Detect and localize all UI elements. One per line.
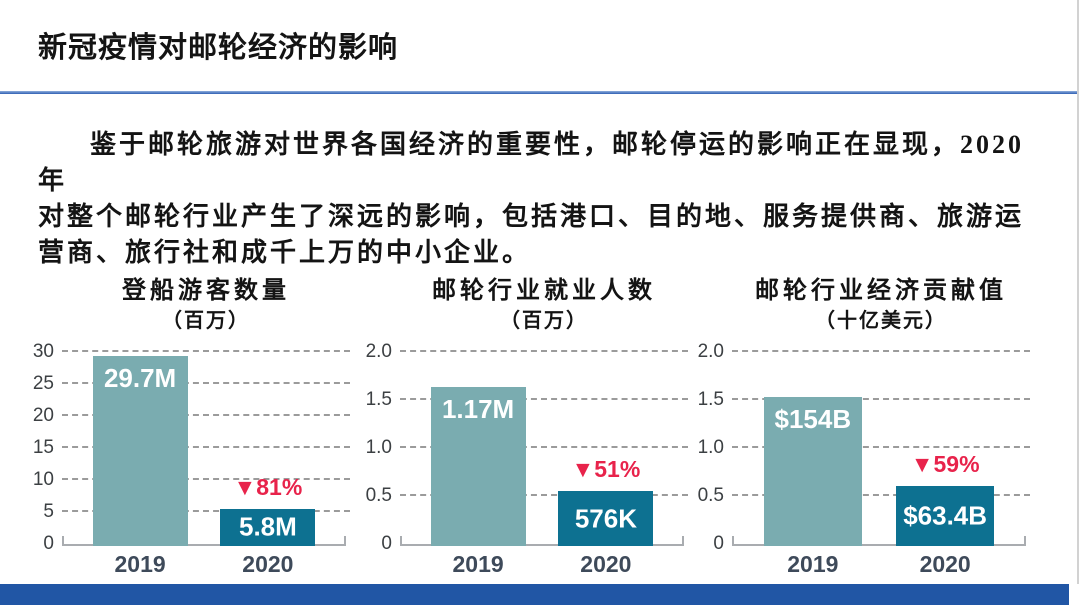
x-axis-line [400,536,684,546]
gridline [732,494,1030,496]
y-tick-label: 2.0 [697,341,724,362]
gridline [62,350,350,352]
y-tick-label: 2.0 [365,341,392,362]
bar-value-label: 1.17M [441,393,515,424]
page-title: 新冠疫情对邮轮经济的影响 [38,32,399,64]
y-tick-label: 30 [32,341,54,362]
x-category-label: 2019 [787,551,839,577]
gridline [732,446,1030,448]
y-tick-label: 0 [381,533,392,554]
x-axis-labels: 2019 2020 [62,551,346,581]
chart-title: 邮轮行业经济贡献值 [755,278,1007,304]
bar-value-label: $154B [774,404,852,435]
bar-2019: 29.7M [92,355,188,546]
bar-value-label: 5.8M [238,511,297,542]
gridline [400,398,688,400]
bar-2019: $154B [763,397,863,546]
x-category-label: 2020 [919,551,971,577]
y-tick-label: 15 [32,437,54,458]
x-category-label: 2019 [114,551,166,577]
gridline [62,414,350,416]
decline-badge: ▼59% [910,450,980,477]
charts-row: 登船游客数量 （百万） 0 5 10 15 20 25 30 29.7M 5.8M ▼81% 20… [0,276,1080,588]
gridline [400,494,688,496]
chart-industry-employment: 邮轮行业就业人数 （百万） 0 0.5 1.0 1.5 2.0 1.17M 576K ▼51%… [356,276,688,581]
chart-unit-label: （百万） [162,310,250,332]
chart-unit-label: （十亿美元） [815,310,947,332]
gridline [400,350,688,352]
y-tick-label: 1.0 [365,437,392,458]
chart-passenger-volume: 登船游客数量 （百万） 0 5 10 15 20 25 30 29.7M 5.8M ▼81% 20… [18,276,350,581]
bar-value-label: $63.4B [903,500,988,531]
decline-badge: ▼51% [571,456,641,483]
chart-title: 邮轮行业就业人数 [432,278,656,304]
gridline [62,446,350,448]
footer-accent-bar [0,584,1069,605]
plot-area: 0 5 10 15 20 25 30 29.7M 5.8M ▼81% [33,341,350,554]
x-axis-labels: 2019 2020 [400,551,684,581]
y-tick-label: 1.5 [697,389,724,410]
y-tick-label: 0.5 [365,485,392,506]
intro-paragraph: 鉴于邮轮旅游对世界各国经济的重要性，邮轮停运的影响正在显现，2020年 对整个邮… [38,130,1025,267]
title-underline [0,91,1078,94]
bar-value-label: 29.7M [103,362,177,393]
bar-2019: 1.17M [430,386,526,546]
gridline [400,446,688,448]
y-tick-label: 0 [713,533,724,554]
y-tick-label: 1.5 [365,389,392,410]
y-tick-label: 0.5 [697,485,724,506]
bar-2020: 576K [558,491,654,546]
decline-badge: ▼81% [233,473,303,500]
bar-value-label: 576K [574,503,637,534]
chart-economic-contribution: 邮轮行业经济贡献值 （十亿美元） 0 0.5 1.0 1.5 2.0 $154B $63.4… [688,276,1030,581]
x-category-label: 2019 [452,551,504,577]
bar-2020: 5.8M [220,508,316,546]
slide-right-border [1077,0,1079,584]
x-category-label: 2020 [580,551,632,577]
plot-area: 0 0.5 1.0 1.5 2.0 $154B $63.4B ▼59% [698,341,1030,554]
gridline [62,478,350,480]
gridline [62,382,350,384]
y-tick-label: 10 [32,469,54,490]
y-tick-label: 1.0 [697,437,724,458]
chart-title: 登船游客数量 [122,278,290,304]
gridline [62,510,350,512]
chart-unit-label: （百万） [500,310,588,332]
y-tick-label: 25 [32,373,54,394]
y-tick-label: 20 [32,405,54,426]
y-tick-label: 0 [43,533,54,554]
x-axis-line [732,536,1026,546]
x-axis-line [62,536,346,546]
bar-2020: $63.4B [895,485,995,546]
gridline [732,350,1030,352]
plot-area: 0 0.5 1.0 1.5 2.0 1.17M 576K ▼51% [366,341,688,554]
x-category-label: 2020 [242,551,294,577]
y-tick-label: 5 [43,501,54,522]
x-axis-labels: 2019 2020 [732,551,1026,581]
gridline [732,398,1030,400]
